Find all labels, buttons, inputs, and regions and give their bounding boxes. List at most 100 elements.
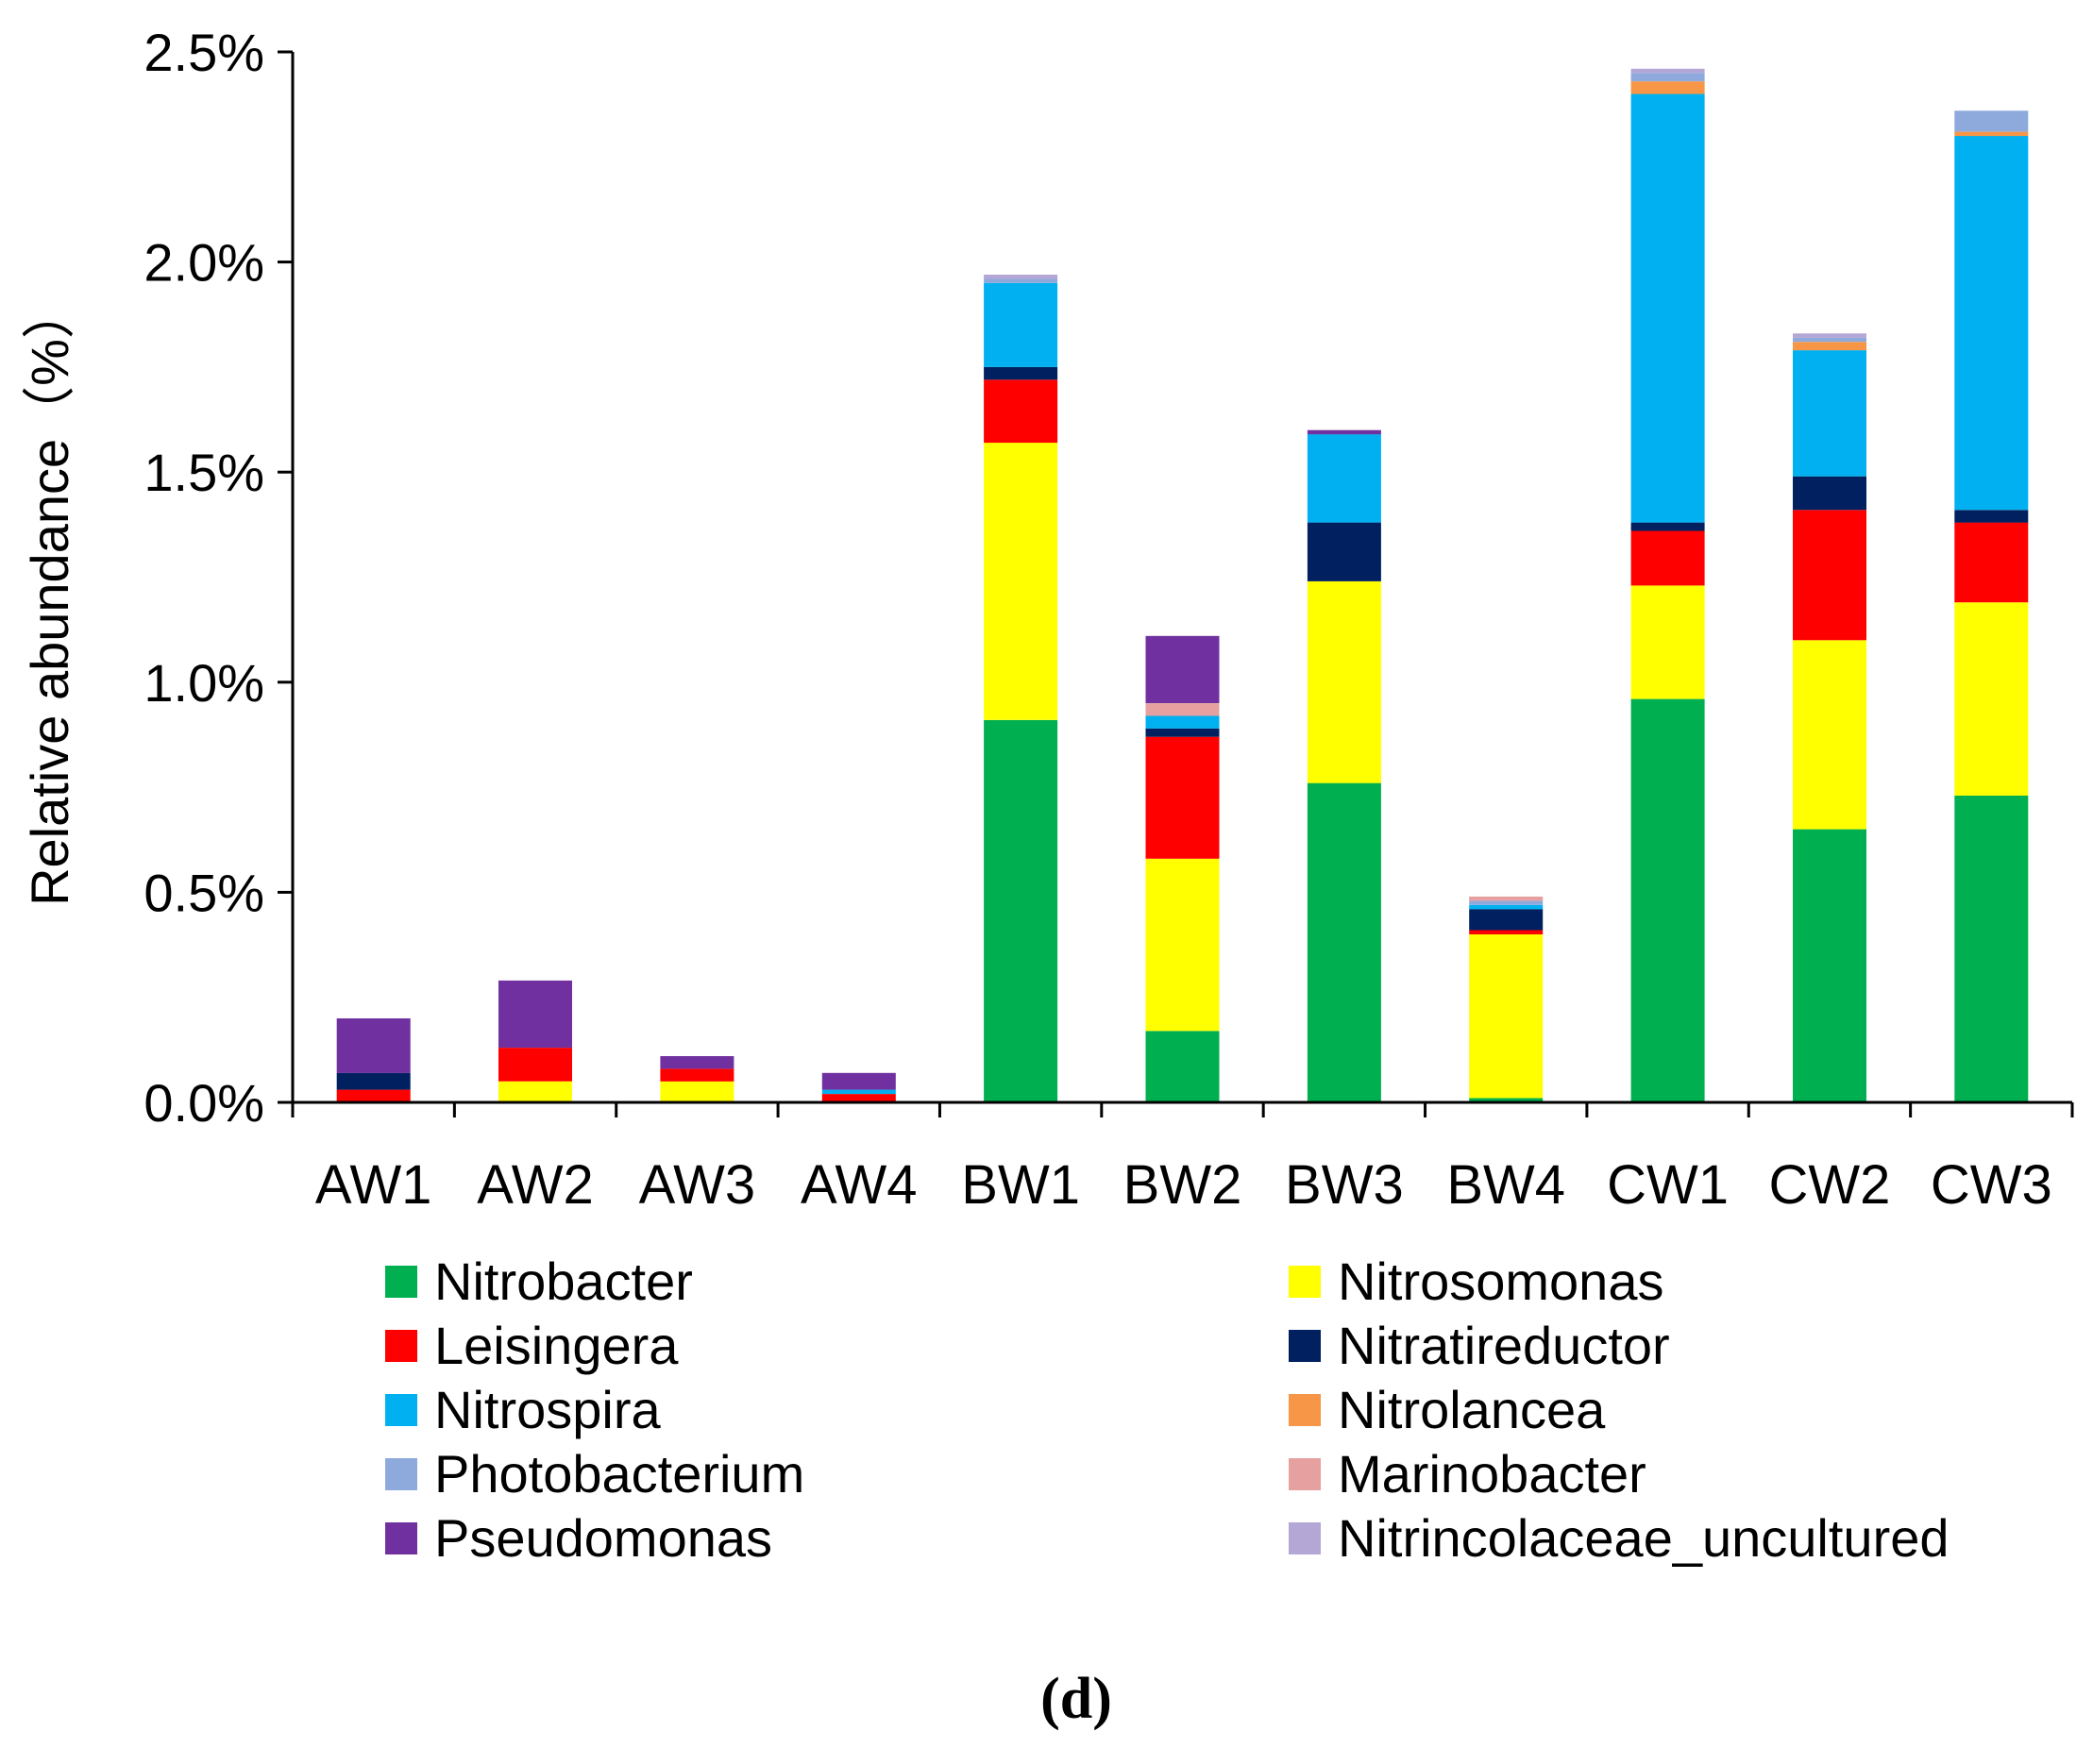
bar-segment-cw3-nitratireductor bbox=[1954, 510, 2029, 523]
x-tick-label: CW3 bbox=[1931, 1154, 2052, 1216]
bar-segment-bw4-leisingera bbox=[1469, 930, 1544, 934]
bar-segment-cw1-nitrospira bbox=[1630, 93, 1705, 523]
bar-segment-cw3-nitrobacter bbox=[1954, 796, 2029, 1102]
bar-segment-aw3-pseudomonas bbox=[660, 1056, 734, 1069]
legend-swatch-marinobacter bbox=[1289, 1458, 1321, 1490]
x-tick-label: BW1 bbox=[961, 1154, 1080, 1216]
bar-segment-bw2-leisingera bbox=[1145, 736, 1220, 859]
legend-swatch-photobacterium bbox=[385, 1458, 417, 1490]
y-tick-label: 0.5% bbox=[143, 863, 264, 922]
legend-label-marinobacter: Marinobacter bbox=[1338, 1444, 1646, 1504]
bar-segment-cw2-nitrincolaceae-uncultured bbox=[1793, 333, 1866, 338]
legend-swatch-nitratireductor bbox=[1289, 1330, 1321, 1362]
bar-segment-aw3-leisingera bbox=[660, 1068, 734, 1082]
bar-segment-cw2-nitratireductor bbox=[1793, 476, 1866, 511]
bar-segment-bw4-nitrosomonas bbox=[1469, 933, 1544, 1099]
bar-segment-cw1-nitrobacter bbox=[1630, 698, 1705, 1102]
bar-segment-bw4-nitrobacter bbox=[1469, 1098, 1544, 1102]
legend-swatch-leisingera bbox=[385, 1330, 417, 1362]
y-tick-label: 2.0% bbox=[143, 233, 264, 293]
bar-segment-cw1-nitrolancea bbox=[1630, 81, 1705, 94]
bar-segment-bw4-marinobacter bbox=[1469, 896, 1544, 901]
bar-segment-bw3-pseudomonas bbox=[1307, 429, 1381, 435]
x-tick-label: BW2 bbox=[1123, 1154, 1242, 1216]
panel-label: (d) bbox=[1040, 1667, 1112, 1731]
bar-segment-aw4-nitrospira bbox=[821, 1089, 896, 1095]
legend-swatch-nitrospira bbox=[385, 1394, 417, 1426]
legend-swatch-nitrobacter bbox=[385, 1266, 417, 1298]
bars-group bbox=[336, 68, 2029, 1102]
bar-segment-cw1-nitratireductor bbox=[1630, 522, 1705, 531]
bar-segment-bw2-nitrosomonas bbox=[1145, 858, 1220, 1032]
bar-segment-cw2-leisingera bbox=[1793, 510, 1866, 641]
bar-segment-bw3-nitrosomonas bbox=[1307, 581, 1381, 783]
legend-label-nitrobacter: Nitrobacter bbox=[434, 1252, 693, 1311]
x-tick-label: AW4 bbox=[801, 1154, 918, 1216]
bar-segment-bw1-photobacterium bbox=[984, 278, 1058, 283]
legend-swatch-pseudomonas bbox=[385, 1522, 417, 1554]
x-tick-label: CW1 bbox=[1607, 1154, 1729, 1216]
bar-segment-bw3-nitrobacter bbox=[1307, 782, 1381, 1102]
legend-swatch-nitrincolaceae-uncultured bbox=[1289, 1522, 1321, 1554]
bar-segment-cw1-leisingera bbox=[1630, 530, 1705, 586]
bar-segment-cw1-nitrosomonas bbox=[1630, 585, 1705, 699]
bar-segment-bw3-nitratireductor bbox=[1307, 522, 1381, 581]
x-tick-label: AW2 bbox=[477, 1154, 594, 1216]
y-tick-label: 2.5% bbox=[143, 23, 264, 82]
bar-segment-cw2-nitrospira bbox=[1793, 350, 1866, 477]
bar-segment-aw3-nitrosomonas bbox=[660, 1081, 734, 1102]
bar-segment-bw2-pseudomonas bbox=[1145, 635, 1220, 703]
x-tick-label: AW1 bbox=[315, 1154, 432, 1216]
bar-segment-aw2-nitrosomonas bbox=[498, 1081, 572, 1102]
y-axis-title: Relative abundance（%） bbox=[20, 286, 79, 906]
y-tick-label: 1.5% bbox=[143, 443, 264, 502]
bar-segment-bw1-nitrobacter bbox=[984, 719, 1058, 1102]
bar-segment-aw1-leisingera bbox=[336, 1089, 411, 1102]
legend-swatch-nitrosomonas bbox=[1289, 1266, 1321, 1298]
y-tick-label: 0.0% bbox=[143, 1073, 264, 1133]
legend-label-nitrolancea: Nitrolancea bbox=[1338, 1380, 1606, 1439]
legend-label-nitrincolaceae-uncultured: Nitrincolaceae_uncultured bbox=[1338, 1508, 1950, 1568]
bar-segment-bw1-leisingera bbox=[984, 379, 1058, 444]
bar-segment-bw1-nitrosomonas bbox=[984, 443, 1058, 720]
bar-segment-cw2-nitrobacter bbox=[1793, 829, 1866, 1102]
bar-segment-aw4-leisingera bbox=[821, 1094, 896, 1102]
bar-segment-bw1-nitratireductor bbox=[984, 366, 1058, 380]
bar-segment-bw2-nitrobacter bbox=[1145, 1031, 1220, 1102]
legend-swatch-nitrolancea bbox=[1289, 1394, 1321, 1426]
bar-segment-cw3-photobacterium bbox=[1954, 110, 2029, 132]
legend-label-nitrospira: Nitrospira bbox=[434, 1380, 661, 1439]
bar-segment-cw2-photobacterium bbox=[1793, 337, 1866, 343]
bar-segment-cw2-nitrosomonas bbox=[1793, 640, 1866, 830]
bar-segment-aw1-nitratireductor bbox=[336, 1072, 411, 1090]
x-tick-label: BW4 bbox=[1446, 1154, 1565, 1216]
bar-segment-cw1-nitrincolaceae-uncultured bbox=[1630, 68, 1705, 74]
x-tick-label: AW3 bbox=[639, 1154, 756, 1216]
bar-segment-cw2-nitrolancea bbox=[1793, 342, 1866, 351]
axes-group: 0.0% 0.5% 1.0% 1.5% 2.0% 2.5% AW1 AW2 AW3 AW4 BW1 B… bbox=[20, 23, 2074, 1216]
legend: Nitrobacter Nitrosomonas Leisingera Nitrati… bbox=[385, 1252, 1950, 1568]
x-tick-label: CW2 bbox=[1769, 1154, 1891, 1216]
bar-segment-aw2-pseudomonas bbox=[498, 980, 572, 1049]
bar-segment-bw3-nitrospira bbox=[1307, 434, 1381, 523]
bar-segment-bw2-nitrospira bbox=[1145, 715, 1220, 729]
bar-segment-cw1-photobacterium bbox=[1630, 73, 1705, 82]
legend-label-leisingera: Leisingera bbox=[434, 1316, 679, 1375]
bar-segment-aw2-leisingera bbox=[498, 1048, 572, 1082]
bar-segment-bw2-nitratireductor bbox=[1145, 728, 1220, 737]
legend-label-nitratireductor: Nitratireductor bbox=[1338, 1316, 1670, 1375]
bar-segment-cw3-nitrolancea bbox=[1954, 131, 2029, 137]
x-tick-label: BW3 bbox=[1285, 1154, 1404, 1216]
bar-segment-aw1-pseudomonas bbox=[336, 1018, 411, 1073]
y-tick-label: 1.0% bbox=[143, 653, 264, 713]
bar-segment-bw4-nitrospira bbox=[1469, 904, 1544, 910]
bar-segment-bw1-nitrincolaceae-uncultured bbox=[984, 275, 1058, 279]
bar-segment-cw3-nitrosomonas bbox=[1954, 602, 2029, 796]
bar-segment-bw1-nitrospira bbox=[984, 282, 1058, 367]
legend-label-nitrosomonas: Nitrosomonas bbox=[1338, 1252, 1663, 1311]
legend-label-photobacterium: Photobacterium bbox=[434, 1444, 804, 1504]
bar-segment-bw4-photobacterium bbox=[1469, 900, 1544, 905]
bar-segment-cw3-leisingera bbox=[1954, 522, 2029, 603]
bar-segment-cw3-nitrospira bbox=[1954, 136, 2029, 511]
